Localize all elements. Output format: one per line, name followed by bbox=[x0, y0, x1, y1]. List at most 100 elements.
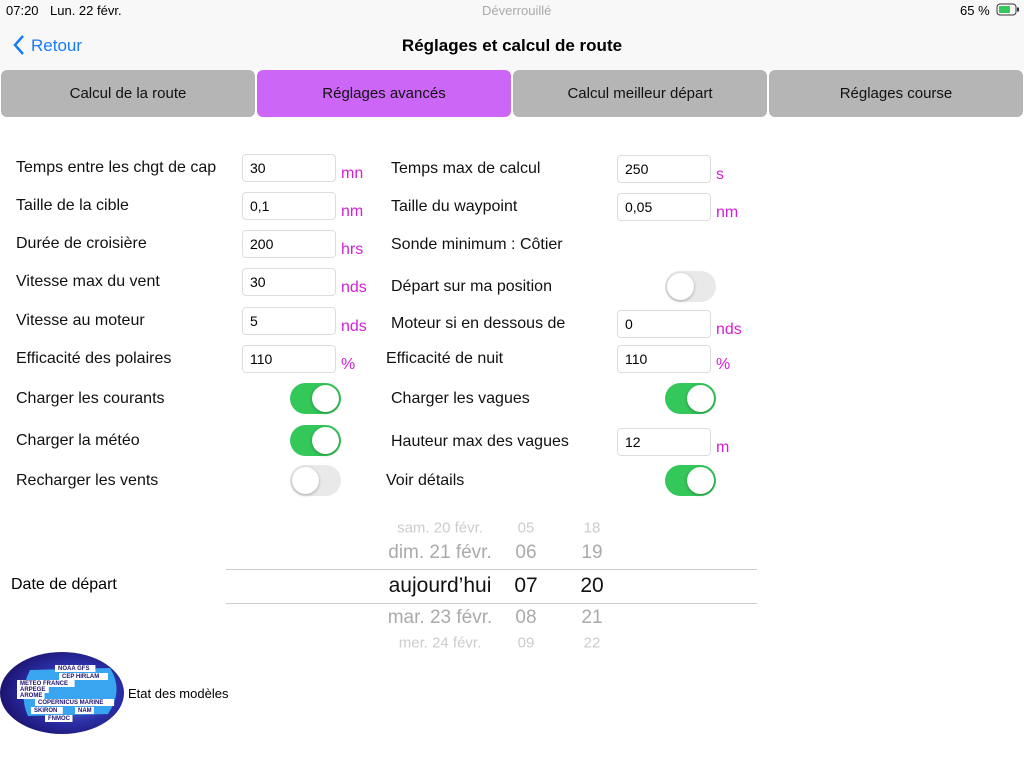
text-input[interactable]: 12 bbox=[617, 428, 711, 456]
top-bar bbox=[0, 0, 1024, 70]
unit-label: % bbox=[341, 356, 356, 373]
field-label: Taille de la cible bbox=[16, 197, 129, 214]
text-input[interactable]: 0 bbox=[617, 310, 711, 338]
picker-item[interactable]: 20 bbox=[580, 574, 604, 597]
text-input[interactable]: 200 bbox=[242, 230, 336, 258]
field-label: Charger les vagues bbox=[391, 390, 530, 407]
text-input[interactable]: 0,05 bbox=[617, 193, 711, 221]
status-date: Lun. 22 févr. bbox=[50, 3, 122, 18]
field-label: Efficacité des polaires bbox=[16, 350, 172, 367]
picker-item[interactable]: dim. 21 févr. bbox=[388, 542, 492, 563]
logo-box bbox=[35, 699, 115, 706]
toggle-knob bbox=[667, 273, 694, 300]
date-label: Date de départ bbox=[11, 576, 117, 593]
unit-label: nds bbox=[716, 321, 742, 338]
toggle-knob bbox=[292, 467, 319, 494]
logo-box bbox=[75, 707, 94, 714]
picker-separator bbox=[226, 569, 757, 570]
logo-text: NOAA GFS bbox=[58, 666, 89, 672]
picker-item[interactable]: 21 bbox=[581, 607, 603, 628]
logo-box bbox=[45, 715, 73, 722]
field-label: Moteur si en dessous de bbox=[391, 315, 566, 332]
text-input[interactable]: 30 bbox=[242, 154, 336, 182]
field-label: Taille du waypoint bbox=[391, 198, 518, 215]
logo-box bbox=[17, 686, 49, 693]
toggle[interactable] bbox=[665, 271, 716, 302]
logo-box bbox=[55, 665, 96, 672]
picker-item[interactable]: sam. 20 févr. bbox=[397, 519, 483, 537]
logo-text: ARPEGE bbox=[20, 687, 45, 693]
text-input[interactable]: 5 bbox=[242, 307, 336, 335]
field-label: Vitesse au moteur bbox=[16, 312, 145, 329]
back-chevron[interactable] bbox=[12, 34, 26, 56]
picker-item[interactable]: 05 bbox=[517, 519, 535, 537]
logo-box bbox=[17, 692, 45, 699]
field-label: Temps max de calcul bbox=[391, 160, 541, 177]
status-lock: Déverrouillé bbox=[482, 3, 552, 18]
picker-item[interactable]: 18 bbox=[583, 519, 601, 537]
status-time: 07:20 bbox=[6, 3, 39, 18]
text-input[interactable]: 110 bbox=[242, 345, 336, 373]
unit-label: % bbox=[716, 356, 731, 373]
unit-label: nm bbox=[716, 204, 739, 221]
toggle-knob bbox=[687, 467, 714, 494]
back-button[interactable]: Retour bbox=[31, 36, 83, 55]
picker-item[interactable]: 22 bbox=[583, 634, 601, 652]
picker-item[interactable]: 09 bbox=[517, 634, 535, 652]
models-label[interactable]: Etat des modèles bbox=[128, 686, 229, 701]
tab[interactable]: Réglages avancés bbox=[257, 70, 511, 117]
picker-item[interactable]: 08 bbox=[515, 607, 537, 628]
logo-box bbox=[17, 680, 75, 687]
logo-box bbox=[31, 707, 63, 714]
unit-label: mn bbox=[341, 165, 364, 182]
picker-item[interactable]: mer. 24 févr. bbox=[398, 634, 482, 652]
text-input[interactable]: 110 bbox=[617, 345, 711, 373]
field-label: Temps entre les chgt de cap bbox=[16, 159, 217, 176]
field-label: Charger la météo bbox=[16, 432, 140, 449]
tab[interactable]: Calcul meilleur départ bbox=[513, 70, 767, 117]
tab[interactable]: Réglages course bbox=[769, 70, 1023, 117]
picker-item[interactable]: 19 bbox=[581, 542, 603, 563]
picker-separator bbox=[226, 603, 757, 604]
toggle[interactable] bbox=[290, 425, 341, 456]
field-label: Hauteur max des vagues bbox=[391, 433, 569, 450]
status-battery: 65 % bbox=[960, 3, 990, 18]
toggle[interactable] bbox=[665, 465, 716, 496]
text-input[interactable]: 250 bbox=[617, 155, 711, 183]
battery-icon bbox=[996, 3, 1019, 16]
field-label: Charger les courants bbox=[16, 390, 165, 407]
picker-item[interactable]: 06 bbox=[515, 542, 537, 563]
field-label: Efficacité de nuit bbox=[386, 350, 504, 367]
logo-text: FNMOC bbox=[48, 716, 71, 722]
unit-label: nm bbox=[341, 203, 364, 220]
unit-label: nds bbox=[341, 318, 367, 335]
unit-label: s bbox=[716, 166, 724, 183]
unit-label: hrs bbox=[341, 241, 364, 258]
field-label: Sonde minimum : Côtier bbox=[391, 236, 563, 253]
picker-item[interactable]: 07 bbox=[514, 574, 538, 597]
toggle[interactable] bbox=[290, 465, 341, 496]
logo-text: NAM bbox=[78, 708, 92, 714]
toggle[interactable] bbox=[290, 383, 341, 414]
picker-item[interactable]: mar. 23 févr. bbox=[387, 607, 493, 628]
spacer bbox=[1018, 0, 1019, 1]
logo-text: SKIRON bbox=[34, 708, 57, 714]
logo-text: CEP HIRLAM bbox=[62, 674, 99, 680]
toggle-knob bbox=[312, 385, 339, 412]
toggle[interactable] bbox=[665, 383, 716, 414]
logo-text: METEO FRANCE bbox=[20, 681, 68, 687]
field-label: Voir détails bbox=[386, 472, 465, 489]
toggle-knob bbox=[687, 385, 714, 412]
picker-item[interactable]: aujourd’hui bbox=[388, 574, 492, 597]
text-input[interactable]: 0,1 bbox=[242, 192, 336, 220]
logo-text: AROME bbox=[20, 693, 42, 699]
field-label: Vitesse max du vent bbox=[16, 273, 160, 290]
text-input[interactable]: 30 bbox=[242, 268, 336, 296]
toggle-knob bbox=[312, 427, 339, 454]
tab[interactable]: Calcul de la route bbox=[1, 70, 255, 117]
field-label: Durée de croisière bbox=[16, 235, 147, 252]
logo-text: COPERNICUS MARINE bbox=[38, 700, 103, 706]
nav-title: Réglages et calcul de route bbox=[401, 36, 623, 55]
